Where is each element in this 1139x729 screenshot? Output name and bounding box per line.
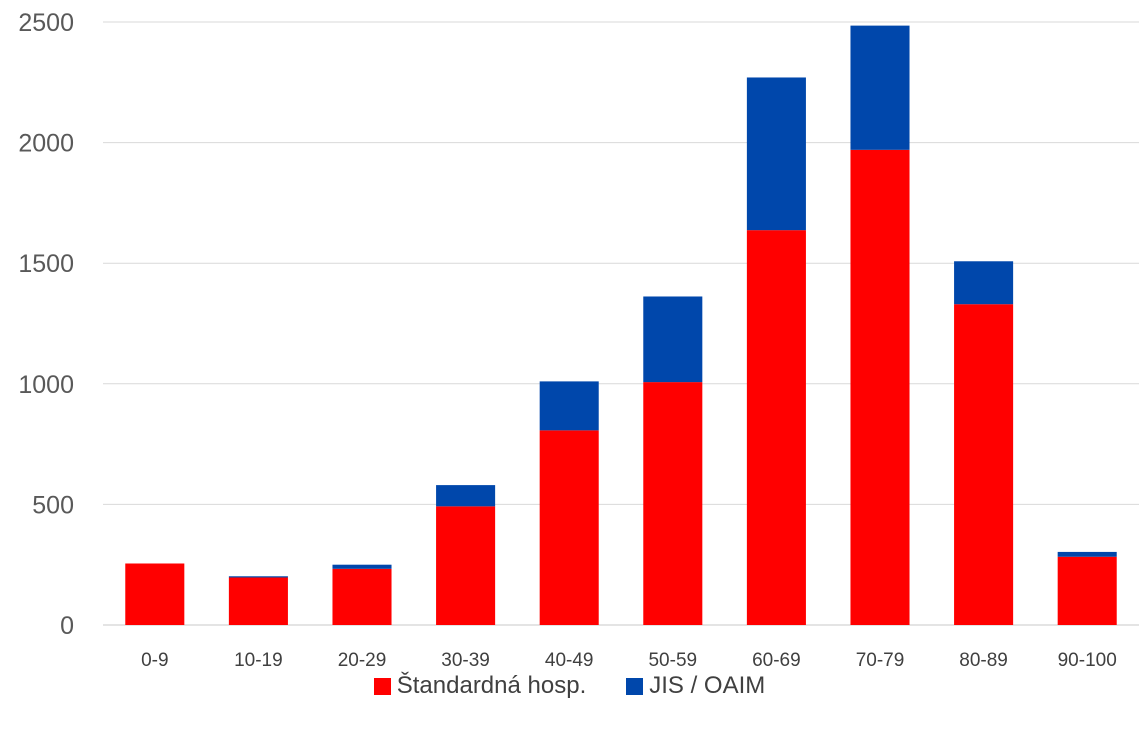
legend: Štandardná hosp. JIS / OAIM [0,672,1139,700]
bar-standard[interactable] [850,149,910,625]
y-tick-label: 2500 [18,9,74,37]
legend-label-jis-oaim: JIS / OAIM [649,672,766,699]
legend-label-standard: Štandardná hosp. [396,672,587,699]
x-tick-label: 30-39 [441,650,490,671]
bar-standard[interactable] [228,577,288,625]
legend-swatch-jis-oaim [626,677,644,695]
bar-jis-oaim[interactable] [746,77,806,231]
bar-standard[interactable] [436,506,496,625]
x-tick-label: 0-9 [141,650,168,671]
y-tick-label: 2000 [18,130,74,158]
y-tick-label: 500 [32,491,74,519]
bar-jis-oaim[interactable] [436,485,496,507]
bar-standard[interactable] [332,568,392,625]
y-tick-label: 1500 [18,250,74,278]
y-tick-label: 1000 [18,371,74,399]
bar-jis-oaim[interactable] [228,576,288,578]
bar-jis-oaim[interactable] [332,564,392,569]
bars [125,25,1117,626]
y-tick-label: 0 [60,612,74,640]
x-axis: 0-9 10-19 20-29 30-39 40-49 50-59 60-69 70-79 80… [141,650,1117,671]
x-tick-label: 20-29 [338,650,387,671]
bar-jis-oaim[interactable] [850,25,910,150]
bar-standard[interactable] [643,382,703,625]
bar-standard[interactable] [125,563,185,625]
bar-standard[interactable] [1057,556,1117,625]
bar-standard[interactable] [954,304,1014,625]
bar-jis-oaim[interactable] [954,261,1014,305]
x-tick-label: 50-59 [648,650,697,671]
bar-standard[interactable] [539,430,599,625]
bar-jis-oaim[interactable] [1057,551,1117,557]
x-tick-label: 40-49 [545,650,594,671]
x-tick-label: 10-19 [234,650,283,671]
bar-jis-oaim[interactable] [643,296,703,383]
legend-swatch-standard [373,677,391,695]
x-tick-label: 70-79 [856,650,905,671]
bar-standard[interactable] [746,230,806,626]
legend-item-standard[interactable]: Štandardná hosp. [373,672,587,700]
bar-jis-oaim[interactable] [539,381,599,431]
x-tick-label: 90-100 [1058,650,1117,671]
x-tick-label: 80-89 [959,650,1008,671]
legend-item-jis-oaim[interactable]: JIS / OAIM [626,672,765,700]
x-tick-label: 60-69 [752,650,801,671]
y-axis: 0 500 1000 1500 2000 2500 [18,9,74,640]
